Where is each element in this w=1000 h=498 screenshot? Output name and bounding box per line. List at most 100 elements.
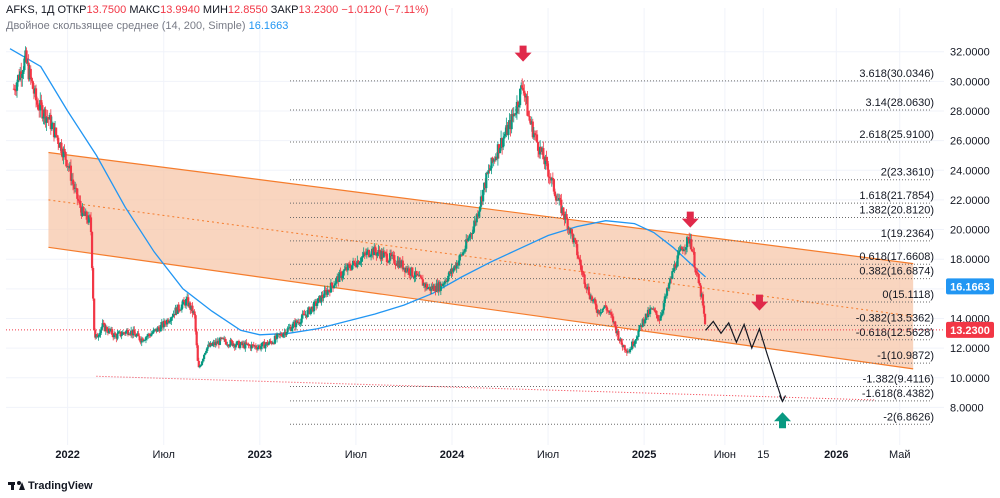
candle-body (202, 354, 206, 359)
candle-body (229, 339, 232, 346)
candle-body (610, 314, 614, 317)
candle-body (273, 336, 276, 344)
candle-body (523, 90, 526, 94)
candle-body (137, 333, 140, 337)
candle-body (477, 211, 480, 217)
time-axis-label: Май (889, 449, 911, 461)
candle-body (363, 252, 366, 254)
candle-body (462, 251, 466, 253)
candle-body (657, 318, 660, 320)
candle-body (546, 161, 549, 170)
candle-body (521, 85, 524, 88)
candle-body (105, 326, 108, 332)
fib-level-label: 0(15.1118) (882, 289, 934, 301)
candle-body (228, 345, 231, 347)
channel-fill (48, 152, 914, 369)
open-value: 13.7500 (86, 4, 127, 16)
candle-body (285, 332, 288, 336)
candle-body (143, 339, 146, 341)
candle-body (604, 305, 607, 307)
candle-body (295, 320, 299, 323)
candle-body (181, 300, 185, 305)
candle-body (197, 360, 200, 368)
candle-body (324, 290, 327, 291)
tradingview-logo-text: TradingView (28, 480, 93, 492)
price-axis[interactable]: 32.0000 30.0000 28.0000 26.0000 24.0000 22.00… (946, 47, 994, 415)
candle-body (536, 142, 540, 151)
candle-body (683, 249, 687, 251)
fib-level-label: -1.618(8.4382) (862, 388, 934, 400)
candle-body (415, 270, 418, 275)
candle-body (441, 283, 445, 286)
candle-body (532, 133, 535, 138)
candle-body (489, 168, 492, 171)
time-axis-label: Июл (153, 449, 175, 461)
time-axis[interactable]: 2022 Июл 2023 Июл 2024 Июл 2025 Июн 15 2026 Май (55, 449, 910, 461)
candle-body (368, 256, 372, 257)
candle-body (514, 113, 517, 115)
candle-body (82, 207, 85, 214)
candle-body (167, 319, 170, 323)
price-axis-label: 8.0000 (950, 402, 984, 414)
candle-body (151, 333, 154, 335)
candle-body (385, 253, 389, 262)
candle-body (583, 274, 586, 285)
time-axis-label: 2025 (632, 449, 656, 461)
candle-body (191, 305, 194, 314)
time-axis-label: 2023 (248, 449, 272, 461)
candle-body (598, 310, 601, 314)
candle-body (235, 341, 238, 346)
candle-body (446, 281, 449, 282)
candle-body (653, 308, 656, 311)
fib-level-label: 1.618(21.7854) (859, 190, 934, 202)
candle-body (542, 148, 545, 160)
candle-body (502, 138, 505, 148)
tradingview-logo[interactable]: TradingView (8, 480, 93, 492)
candle-body (50, 123, 53, 130)
symbol-header: AFKS, 1Д ОТКР13.7500 МАКС13.9940 МИН12.8… (6, 4, 429, 16)
candle-body (694, 267, 697, 273)
indicator-legend[interactable]: Двойное скользящее среднее (14, 200, Sim… (6, 20, 288, 32)
candle-body (113, 333, 116, 338)
last-price-badge-bg (946, 321, 994, 338)
candle-body (230, 339, 233, 342)
candle-body (121, 332, 124, 335)
candle-body (290, 328, 293, 331)
candle-body (443, 280, 447, 284)
candle-body (408, 268, 411, 275)
candle-body (148, 334, 151, 336)
candle-body (669, 278, 672, 284)
candle-body (361, 256, 364, 258)
candle-body (515, 101, 519, 114)
candle-body (442, 283, 446, 285)
candle-body (498, 148, 502, 154)
candle-body (579, 259, 582, 266)
candle-body (178, 310, 181, 312)
time-axis-label: 15 (757, 449, 769, 461)
candle-body (660, 313, 663, 316)
candle-body (234, 345, 237, 348)
candle-body (309, 309, 312, 315)
candle-body (467, 238, 470, 242)
candle-body (580, 265, 583, 271)
price-candles (12, 46, 707, 369)
candle-body (287, 327, 290, 329)
candle-body (632, 341, 635, 346)
symbol-name[interactable]: AFKS, 1Д (6, 4, 55, 16)
fib-level-label: -2(6.8626) (883, 411, 934, 423)
price-axis-label: 24.0000 (950, 165, 990, 177)
candle-body (163, 320, 167, 324)
candle-body (584, 284, 587, 288)
candle-body (633, 343, 636, 346)
candle-body (578, 258, 581, 260)
candle-body (194, 315, 197, 332)
indicator-value: 16.1663 (248, 20, 289, 32)
fib-level-label: -0.382(13.5362) (856, 312, 934, 324)
candle-body (535, 134, 539, 143)
candle-body (457, 260, 460, 266)
candle-body (57, 137, 60, 144)
candle-body (144, 337, 148, 340)
candle-body (260, 346, 263, 349)
candle-body (693, 251, 696, 268)
